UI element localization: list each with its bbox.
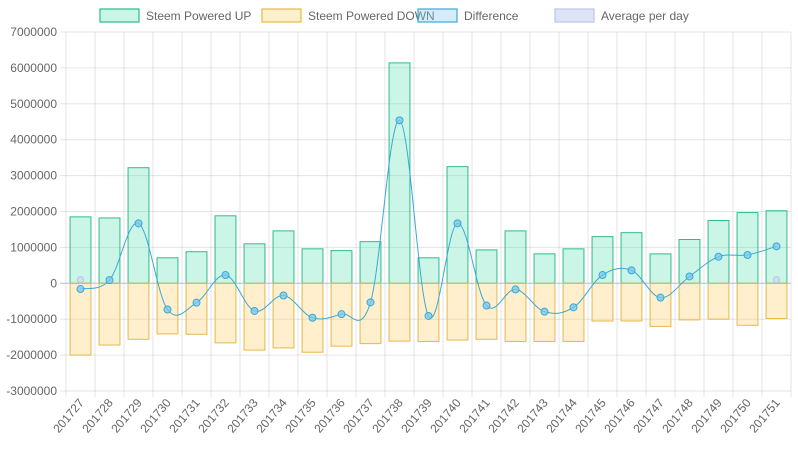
- legend-item[interactable]: Difference: [417, 8, 519, 23]
- bar-powered-down: [446, 282, 469, 341]
- difference-point: [76, 285, 85, 294]
- bar-powered-down: [504, 282, 527, 342]
- difference-point: [627, 266, 636, 275]
- difference-point: [453, 219, 462, 228]
- bar-powered-down: [736, 282, 759, 326]
- legend-swatch: [261, 8, 302, 23]
- bar-powered-down: [69, 282, 92, 356]
- bars: [69, 62, 788, 356]
- bar-powered-down: [591, 282, 614, 322]
- difference-point: [656, 293, 665, 302]
- difference-point: [685, 272, 694, 281]
- bar-powered-up: [272, 230, 295, 284]
- legend-item[interactable]: Steem Powered DOWN: [261, 8, 435, 23]
- difference-point: [192, 298, 201, 307]
- bar-powered-up: [562, 248, 585, 284]
- difference-point: [482, 301, 491, 310]
- bar-powered-up: [243, 243, 266, 284]
- bar-powered-down: [649, 282, 672, 327]
- grid: [60, 31, 792, 397]
- y-tick-label: 2000000: [10, 205, 57, 219]
- bar-powered-down: [243, 282, 266, 351]
- bar-powered-up: [475, 249, 498, 284]
- bar-powered-up: [185, 251, 208, 284]
- difference-point: [279, 291, 288, 300]
- difference-point: [366, 298, 375, 307]
- bar-powered-down: [562, 282, 585, 342]
- y-tick-label: 6000000: [10, 61, 57, 75]
- difference-point: [250, 306, 259, 315]
- bar-powered-down: [272, 282, 295, 349]
- difference-point: [598, 271, 607, 280]
- y-axis: 7000000 6000000 5000000 4000000 3000000 20000…: [6, 25, 57, 398]
- bar-powered-down: [765, 282, 788, 319]
- bar-powered-down: [98, 282, 121, 346]
- y-tick-label: 1000000: [10, 240, 57, 254]
- points: [76, 116, 781, 322]
- bar-powered-up: [301, 248, 324, 284]
- legend-item[interactable]: Average per day: [554, 8, 689, 23]
- difference-point: [540, 307, 549, 316]
- y-tick-label: 4000000: [10, 133, 57, 147]
- bar-powered-up: [156, 257, 179, 284]
- difference-point: [395, 116, 404, 125]
- bar-powered-up: [388, 62, 411, 284]
- bar-powered-up: [330, 250, 353, 284]
- legend-item[interactable]: Steem Powered UP: [99, 8, 251, 23]
- bar-powered-up: [707, 219, 730, 284]
- difference-point: [424, 311, 433, 320]
- difference-point: [569, 303, 578, 312]
- bar-powered-up: [649, 253, 672, 284]
- difference-point: [163, 305, 172, 314]
- bar-powered-down: [678, 282, 701, 321]
- bar-powered-down: [620, 282, 643, 322]
- difference-point: [134, 219, 143, 228]
- bar-powered-up: [736, 212, 759, 284]
- difference-point: [105, 276, 114, 285]
- y-tick-label: 5000000: [10, 97, 57, 111]
- legend: Steem Powered UP Steem Powered DOWN Differ…: [99, 8, 689, 23]
- legend-label: Average per day: [601, 9, 689, 23]
- y-tick-label: -3000000: [6, 384, 57, 398]
- legend-label: Difference: [464, 9, 519, 23]
- bar-powered-up: [533, 253, 556, 284]
- legend-label: Steem Powered UP: [146, 9, 251, 23]
- bar-powered-down: [185, 282, 208, 335]
- bar-powered-up: [69, 216, 92, 284]
- average-per-day-point: [772, 276, 781, 284]
- y-tick-label: 3000000: [10, 169, 57, 183]
- difference-point: [714, 252, 723, 261]
- difference-point: [337, 310, 346, 319]
- bar-powered-down: [707, 282, 730, 320]
- legend-swatch: [417, 8, 458, 23]
- legend-swatch: [554, 8, 595, 23]
- legend-label: Steem Powered DOWN: [308, 9, 435, 23]
- y-tick-label: -2000000: [6, 348, 57, 362]
- y-tick-label: -1000000: [6, 312, 57, 326]
- bar-powered-down: [388, 282, 411, 342]
- bar-powered-up: [504, 230, 527, 284]
- legend-swatch: [99, 8, 140, 23]
- difference-point: [221, 271, 230, 280]
- difference-point: [772, 242, 781, 251]
- difference-point: [743, 250, 752, 259]
- y-tick-label: 0: [50, 276, 57, 290]
- bar-powered-down: [359, 282, 382, 345]
- y-tick-label: 7000000: [10, 25, 57, 39]
- bar-powered-down: [214, 282, 237, 344]
- x-tick-label: 201751: [746, 396, 783, 436]
- difference-point: [308, 313, 317, 322]
- average-per-day-point: [76, 276, 85, 284]
- bar-powered-down: [127, 282, 150, 340]
- bar-powered-up: [98, 217, 121, 284]
- difference-point: [511, 285, 520, 294]
- bar-powered-down: [475, 282, 498, 340]
- x-axis: 2017272017282017292017302017312017322017…: [50, 396, 783, 436]
